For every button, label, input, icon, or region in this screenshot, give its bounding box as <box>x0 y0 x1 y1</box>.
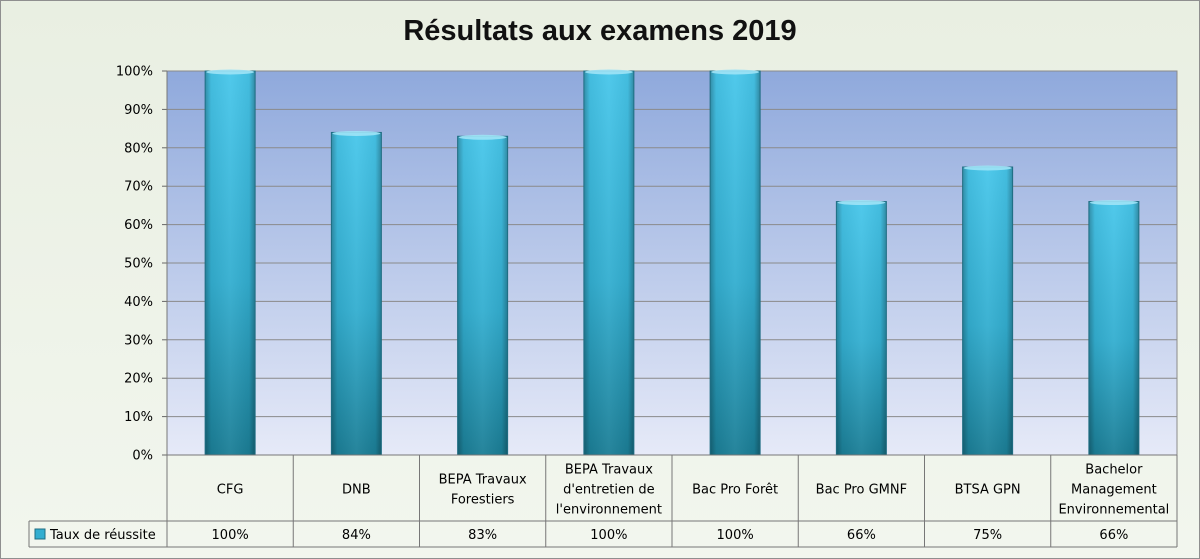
data-table: CFG DNB BEPA Travaux Forestiers BEPA Travaux… <box>28 454 1178 548</box>
category-label: BEPA Travaux d'entretien de l'environnemen… <box>556 463 662 518</box>
data-label: 84% <box>342 528 371 543</box>
bar-top-highlight <box>1089 200 1138 206</box>
bar-7 <box>962 165 1014 456</box>
bar-shading <box>1088 201 1139 455</box>
data-label: 100% <box>717 528 754 543</box>
y-tick-label: 70% <box>124 180 153 195</box>
y-tick-label: 40% <box>124 295 153 310</box>
category-label: DNB <box>342 483 371 498</box>
y-tick-label: 80% <box>124 141 153 156</box>
bar-top-highlight <box>332 130 381 136</box>
category-label: Bac Pro Forêt <box>692 483 778 498</box>
y-tick-label: 90% <box>124 103 153 118</box>
data-label: 100% <box>212 528 249 543</box>
data-label: 66% <box>1099 528 1128 543</box>
legend-swatch <box>34 528 46 540</box>
category-label: Bachelor Management Environnemental <box>1058 463 1169 518</box>
bar-6 <box>835 200 887 456</box>
data-label: 66% <box>847 528 876 543</box>
bar-top-highlight <box>584 69 633 75</box>
bar-top-highlight <box>837 200 886 206</box>
y-tick-label: 30% <box>124 333 153 348</box>
bar-shading <box>962 167 1013 455</box>
category-label: BTSA GPN <box>955 483 1021 498</box>
bar-top-highlight <box>206 69 255 75</box>
bar-shading <box>583 71 634 455</box>
bar-top-highlight <box>711 69 760 75</box>
bar-top-highlight <box>963 165 1012 171</box>
category-label: BEPA Travaux Forestiers <box>439 473 527 508</box>
bar-top-highlight <box>458 134 507 140</box>
category-label: Bac Pro GMNF <box>816 483 907 498</box>
y-tick-label: 20% <box>124 372 153 387</box>
category-label: CFG <box>217 483 244 498</box>
bar-1 <box>204 69 256 456</box>
bar-shading <box>836 201 887 455</box>
chart-title: Résultats aux examens 2019 <box>403 15 797 47</box>
bar-shading <box>331 132 382 455</box>
y-tick-label: 0% <box>132 449 153 464</box>
bar-shading <box>710 71 761 455</box>
bar-shading <box>457 136 508 455</box>
y-tick-label: 60% <box>124 218 153 233</box>
bar-4 <box>583 69 635 456</box>
bar-3 <box>457 134 509 456</box>
bar-2 <box>330 130 382 456</box>
bars-group <box>204 69 1140 456</box>
y-tick-label: 10% <box>124 410 153 425</box>
data-label: 75% <box>973 528 1002 543</box>
plot-area: 0% 10% 20% 30% 40% 50% 60% 70% 80% 90% 100% <box>116 65 1178 464</box>
legend-label: Taux de réussite <box>49 528 156 543</box>
bar-8 <box>1088 200 1140 456</box>
bar-shading <box>205 71 256 455</box>
y-tick-label: 50% <box>124 257 153 272</box>
data-label: 83% <box>468 528 497 543</box>
bar-5 <box>709 69 761 456</box>
y-tick-label: 100% <box>116 65 153 80</box>
data-label: 100% <box>590 528 627 543</box>
